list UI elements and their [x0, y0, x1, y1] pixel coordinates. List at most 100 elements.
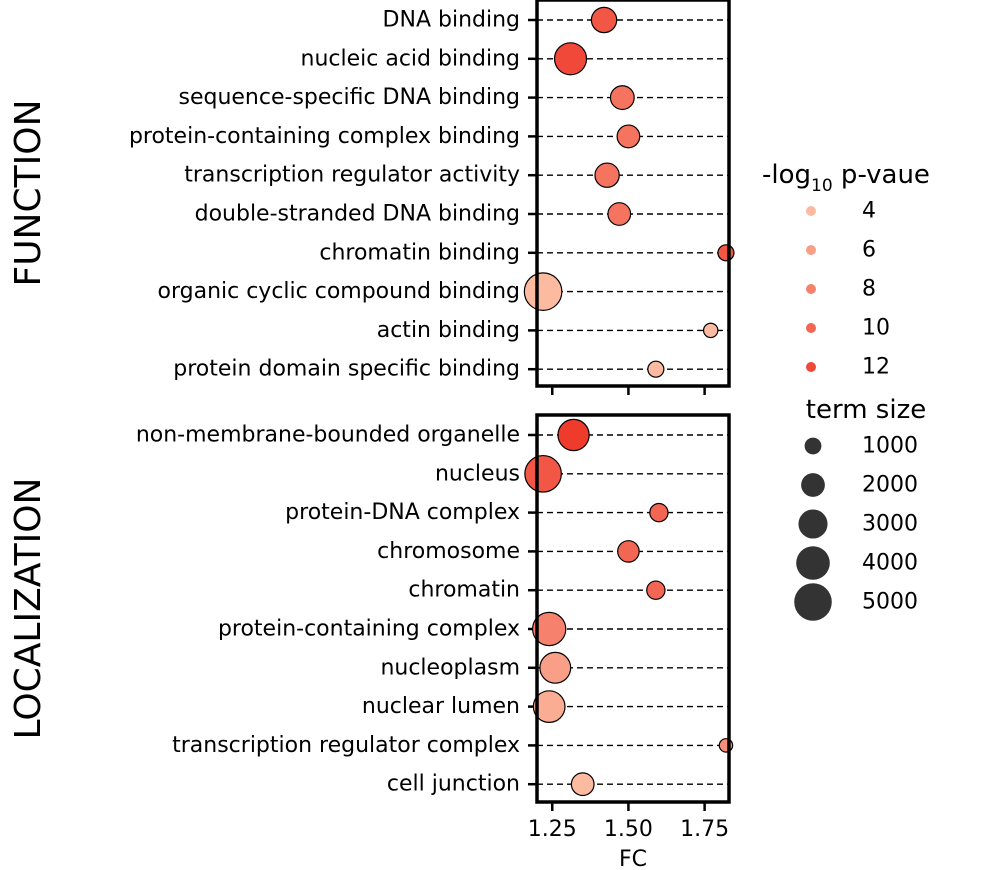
category-label: nucleic acid binding: [301, 46, 520, 71]
panel-function: FUNCTION DNA binding nucleic acid binding s…: [8, 0, 735, 395]
x-axis: 1.25 1.50 1.75 FC: [528, 817, 729, 870]
category-row: protein-containing complex: [218, 611, 729, 647]
data-point: [594, 162, 620, 188]
category-label: chromatin binding: [319, 240, 520, 265]
category-row: sequence-specific DNA binding: [178, 85, 729, 110]
data-point: [590, 6, 618, 34]
category-label: sequence-specific DNA binding: [178, 85, 520, 110]
category-label: cell junction: [387, 772, 520, 797]
data-point: [539, 651, 572, 684]
data-point: [717, 244, 735, 262]
category-row: nucleoplasm: [380, 651, 729, 684]
category-row: nucleic acid binding: [301, 42, 729, 76]
category-label: chromosome: [377, 539, 520, 564]
legend-size-label: 2000: [862, 473, 918, 498]
panel-title: FUNCTION: [8, 100, 49, 287]
legend-color-label: 8: [862, 277, 876, 302]
category-label: protein-DNA complex: [285, 500, 520, 525]
legend-size-entry: 4000: [796, 546, 918, 580]
category-label: chromatin: [408, 578, 520, 603]
category-label: nucleus: [435, 461, 520, 486]
legend-color-swatch: [806, 323, 816, 333]
data-point: [702, 322, 719, 339]
category-row: nuclear lumen: [362, 690, 729, 723]
category-label: transcription regulator complex: [172, 733, 520, 758]
category-row: transcription regulator complex: [172, 733, 734, 758]
data-point: [523, 272, 563, 311]
category-row: chromatin: [408, 578, 729, 603]
panel-frame: [535, 0, 731, 388]
category-row: protein-containing complex binding: [129, 124, 729, 149]
legend-size-swatch: [804, 437, 822, 455]
legend-size-label: 3000: [862, 512, 918, 537]
chart-panels: FUNCTION DNA binding nucleic acid binding s…: [8, 0, 735, 811]
data-point: [557, 418, 590, 452]
data-point: [524, 454, 562, 493]
data-point: [649, 502, 669, 523]
legend-color-label: 10: [862, 316, 890, 341]
legend-color-label: 4: [862, 199, 876, 224]
data-point: [607, 202, 632, 226]
legend-size-swatch: [796, 546, 830, 580]
data-point: [532, 690, 566, 723]
category-label: transcription regulator activity: [184, 163, 520, 188]
data-point: [646, 580, 666, 600]
category-row: non-membrane-bounded organelle: [136, 418, 729, 452]
category-label: actin binding: [377, 318, 520, 343]
legend-size-entry: 5000: [794, 583, 918, 621]
category-row: chromosome: [377, 539, 729, 564]
x-tick-label: 1.25: [528, 817, 577, 842]
legend-color-entry: 10: [806, 316, 890, 341]
data-point: [616, 124, 641, 149]
category-row: DNA binding: [383, 6, 729, 34]
legend-color-swatch: [806, 206, 816, 216]
panel-title: LOCALIZATION: [8, 478, 49, 740]
legend-size-label: 1000: [862, 434, 918, 459]
legend-size-swatch: [794, 583, 832, 621]
category-row: transcription regulator activity: [184, 162, 729, 188]
category-row: protein-DNA complex: [285, 500, 729, 525]
legend-color-entry: 12: [806, 355, 890, 380]
category-label: double-stranded DNA binding: [195, 202, 520, 227]
category-label: organic cyclic compound binding: [158, 279, 521, 304]
legend-size-label: 4000: [862, 551, 918, 576]
legend-size-label: 5000: [862, 590, 918, 615]
legend-color-swatch: [806, 245, 816, 255]
legend-color-swatch: [806, 284, 816, 294]
x-tick-label: 1.75: [680, 817, 729, 842]
legend-size-entry: 3000: [798, 509, 918, 539]
category-row: cell junction: [387, 772, 729, 797]
category-label: DNA binding: [383, 8, 520, 33]
panel-localization: LOCALIZATION non-membrane-bounded organel…: [8, 413, 734, 811]
data-point: [647, 360, 665, 378]
category-row: actin binding: [377, 318, 729, 343]
category-row: chromatin binding: [319, 240, 735, 265]
legend-color-label: 12: [862, 355, 890, 380]
category-label: protein-containing complex binding: [129, 124, 520, 149]
category-label: protein domain specific binding: [173, 357, 520, 382]
category-row: organic cyclic compound binding: [158, 272, 729, 311]
legend-color-entry: 6: [806, 238, 876, 263]
data-point: [532, 611, 567, 647]
legend: -log10 p-vaue 4 6 8 10 12 term size 1000 2000 300…: [762, 160, 930, 621]
legend-size-swatch: [801, 473, 825, 497]
legend-color-entry: 4: [806, 199, 876, 224]
x-axis-title: FC: [619, 847, 647, 870]
category-label: non-membrane-bounded organelle: [136, 423, 520, 448]
x-tick-label: 1.50: [604, 817, 653, 842]
legend-color-swatch: [806, 362, 816, 372]
data-point: [570, 772, 595, 797]
legend-color-label: 6: [862, 238, 876, 263]
category-row: nucleus: [435, 454, 729, 493]
legend-size-swatch: [798, 509, 828, 539]
legend-size-title: term size: [806, 395, 926, 425]
legend-color-entry: 8: [806, 277, 876, 302]
legend-size-entry: 2000: [801, 473, 918, 498]
category-row: double-stranded DNA binding: [195, 202, 729, 227]
legend-color-title: -log10 p-vaue: [762, 160, 930, 196]
category-label: protein-containing complex: [218, 617, 520, 642]
data-point: [553, 42, 588, 76]
data-point: [617, 540, 640, 563]
category-label: nuclear lumen: [362, 694, 520, 719]
